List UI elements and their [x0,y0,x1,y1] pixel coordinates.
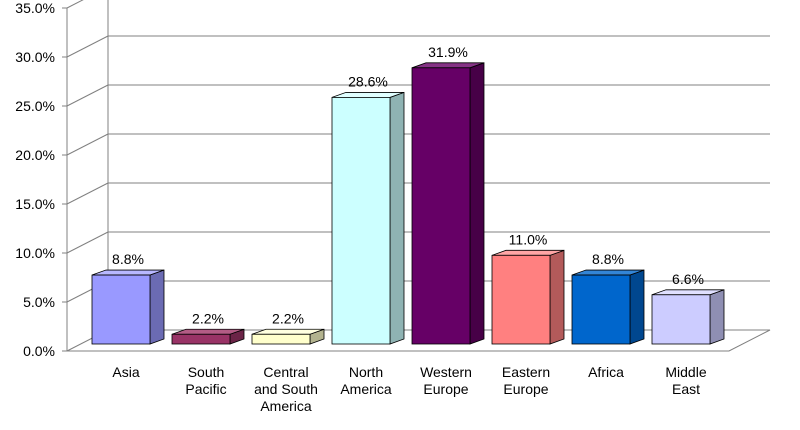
y-tick-label: 25.0% [15,98,55,114]
bar [251,333,311,345]
gridline-diagonal [66,84,109,107]
y-tick-label: 0.0% [23,343,55,359]
bar [91,274,151,345]
bar [411,67,471,345]
bar-top [251,328,325,335]
data-label: 28.6% [348,73,388,89]
y-tick-label: 10.0% [15,245,55,261]
bar-top [91,269,165,276]
bars [91,62,725,345]
x-tick-label: Western Europe [420,364,472,397]
bar-side [549,249,565,345]
gridline-diagonal [66,35,109,58]
bar-top [491,249,565,256]
bar-top [571,269,645,276]
x-tick-label: Middle East [665,364,706,397]
gridline-diagonal [66,182,109,205]
bar [171,333,231,345]
gridline-diagonal [66,133,109,156]
bar-top [171,328,245,335]
bar-top [411,62,485,69]
bar-side [149,269,165,345]
data-label: 11.0% [509,231,548,247]
data-label: 6.6% [672,271,704,287]
bar-top [651,289,725,296]
data-labels: 8.8% Asia 2.2% South Pacific 2.2% Central and S… [112,44,707,414]
bar-side [389,91,405,345]
y-tick-label: 5.0% [23,294,55,310]
x-tick-label: Asia [112,364,139,380]
x-tick-label: Eastern Europe [502,364,550,397]
data-label: 8.8% [592,251,624,267]
y-tick-label: 15.0% [15,196,55,212]
y-tick-label: 35.0% [15,0,55,16]
x-tick-label: Central and South America [254,364,318,414]
bar-side [709,289,725,345]
gridline-diagonal [66,0,84,9]
bar [571,274,631,345]
y-tick-label: 20.0% [15,147,55,163]
data-label: 8.8% [112,251,144,267]
y-tick-label: 30.0% [15,49,55,65]
data-label: 2.2% [272,310,304,326]
bar [331,97,391,345]
bar-side [629,269,645,345]
x-tick-label: South Pacific [185,364,226,397]
data-label: 31.9% [428,44,468,60]
x-tick-label: Africa [588,364,624,380]
bar-top [331,92,405,98]
bar [651,294,711,345]
gridline-diagonal [66,231,109,254]
x-tick-label: North America [340,364,392,397]
bar-side [469,62,485,345]
data-label: 2.2% [192,310,224,326]
bar [491,254,551,345]
